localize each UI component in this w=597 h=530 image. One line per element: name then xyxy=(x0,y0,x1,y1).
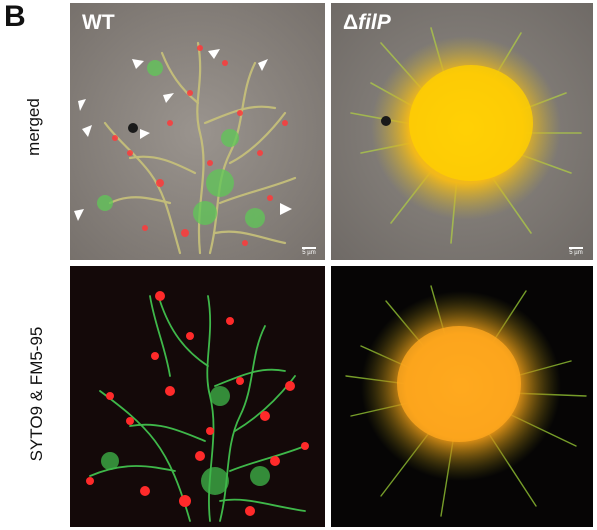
scale-bar-wt: 5 µm xyxy=(302,247,316,256)
filp-stained-image xyxy=(331,266,593,527)
wt-stained-image xyxy=(70,266,325,527)
micrograph-wt-merged: WT 5 µm xyxy=(70,3,325,260)
column-title-filp: ΔfilP xyxy=(343,11,391,34)
scale-bar-filp: 5 µm xyxy=(569,247,583,256)
micrograph-filp-merged: ΔfilP 5 µm xyxy=(331,3,593,260)
row-label-merged: merged xyxy=(24,98,43,156)
wt-merged-image xyxy=(70,3,325,260)
row-label-stain: SYTO9 & FM5-95 xyxy=(27,326,46,462)
micrograph-filp-stained xyxy=(331,266,593,527)
filp-merged-image xyxy=(331,3,593,260)
panel-letter: B xyxy=(4,0,26,33)
column-title-wt: WT xyxy=(82,11,115,34)
micrograph-wt-stained xyxy=(70,266,325,527)
